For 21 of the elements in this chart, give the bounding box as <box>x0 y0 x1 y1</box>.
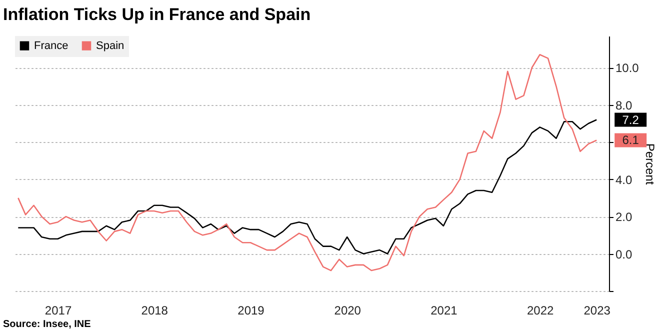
annotation: 7.2 <box>622 112 640 127</box>
y-tick-label: 10.0 <box>616 61 640 76</box>
legend-label: France <box>34 40 68 52</box>
x-tick-label: 2021 <box>430 304 458 318</box>
line-series <box>18 54 598 272</box>
line-series <box>18 119 598 254</box>
x-tick-label: 2020 <box>334 304 362 318</box>
y-tick-label: 8.0 <box>616 98 633 112</box>
legend-label: Spain <box>96 40 124 52</box>
x-tick-label: 2022 <box>526 304 554 318</box>
y-tick-label: 2.0 <box>616 210 633 224</box>
x-tick-label: 2017 <box>44 304 72 318</box>
x-tick-label: 2023 <box>584 304 611 318</box>
x-tick-label: 2019 <box>238 304 265 318</box>
source-note: Source: Insee, INE <box>3 319 92 329</box>
y-axis-title: Percent <box>642 143 657 186</box>
y-tick-label: 4.0 <box>616 172 633 187</box>
x-tick-label: 2018 <box>141 304 168 318</box>
annotation: 6.1 <box>622 133 640 148</box>
y-tick-label: 0.0 <box>616 247 633 262</box>
chart-title: Inflation Ticks Up in France and Spain <box>3 5 311 24</box>
